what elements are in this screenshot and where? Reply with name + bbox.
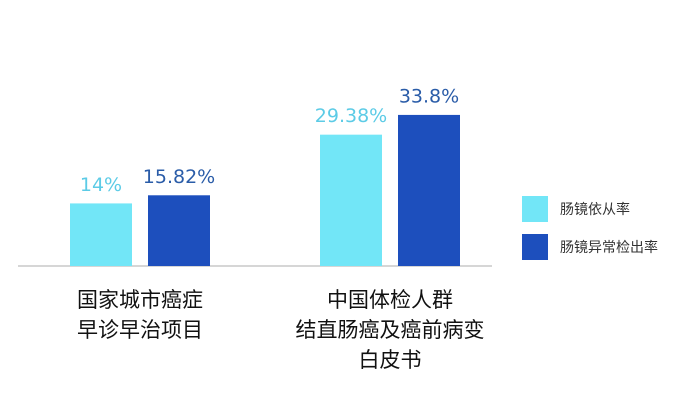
legend-label: 肠镜依从率 <box>560 201 630 218</box>
bar <box>320 134 382 266</box>
legend-swatch <box>522 234 548 260</box>
value-label: 33.8% <box>399 85 459 107</box>
value-label: 29.38% <box>315 105 387 127</box>
legend-swatch <box>522 196 548 222</box>
value-label: 15.82% <box>143 166 215 188</box>
value-label: 14% <box>80 174 122 196</box>
bar <box>148 195 210 266</box>
bar <box>398 114 460 266</box>
category-label: 国家城市癌症 早诊早治项目 <box>77 288 203 342</box>
legend-label: 肠镜异常检出率 <box>560 239 658 256</box>
category-label: 中国体检人群 结直肠癌及癌前病变 白皮书 <box>295 288 485 372</box>
bar <box>70 203 132 266</box>
